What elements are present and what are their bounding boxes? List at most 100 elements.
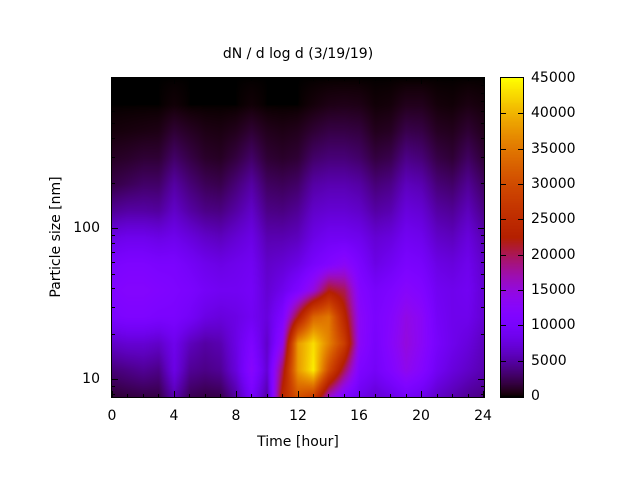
x-tick — [437, 78, 438, 81]
x-tick-label: 8 — [231, 408, 241, 424]
y-tick — [481, 394, 484, 395]
y-tick — [112, 394, 115, 395]
x-tick — [406, 78, 407, 81]
x-tick — [236, 391, 237, 397]
y-tick — [478, 228, 484, 229]
y-tick — [481, 252, 484, 253]
colorbar-tick — [501, 290, 506, 291]
y-tick — [112, 111, 115, 112]
y-tick — [112, 101, 115, 102]
x-tick — [220, 394, 221, 397]
x-tick — [251, 78, 252, 81]
x-tick — [344, 394, 345, 397]
x-tick — [406, 394, 407, 397]
x-tick — [452, 394, 453, 397]
y-tick — [481, 85, 484, 86]
x-tick — [468, 394, 469, 397]
colorbar-tick — [518, 184, 523, 185]
y-tick — [478, 379, 484, 380]
colorbar-tick-label: 30000 — [531, 176, 576, 192]
y-tick — [481, 157, 484, 158]
y-tick — [112, 334, 115, 335]
x-tick — [375, 394, 376, 397]
x-tick — [205, 394, 206, 397]
x-tick — [313, 78, 314, 81]
x-tick — [421, 391, 422, 397]
colorbar-tick — [501, 184, 506, 185]
x-tick — [205, 78, 206, 81]
y-tick — [112, 288, 115, 289]
x-tick — [421, 78, 422, 84]
y-tick — [112, 243, 115, 244]
x-tick — [282, 394, 283, 397]
y-tick — [112, 235, 115, 236]
x-tick — [282, 78, 283, 81]
y-tick — [481, 138, 484, 139]
y-tick — [481, 183, 484, 184]
x-tick — [452, 78, 453, 81]
colorbar-tick-label: 35000 — [531, 141, 576, 157]
x-tick — [468, 78, 469, 81]
y-tick — [481, 243, 484, 244]
y-tick — [112, 307, 115, 308]
y-tick — [112, 262, 115, 263]
colorbar-tick — [518, 219, 523, 220]
x-tick — [143, 394, 144, 397]
colorbar-tick — [518, 255, 523, 256]
x-tick — [189, 78, 190, 81]
y-tick — [112, 183, 115, 184]
x-tick — [267, 78, 268, 81]
x-tick — [483, 78, 484, 84]
colorbar-tick-label: 20000 — [531, 247, 576, 263]
x-tick-label: 4 — [169, 408, 179, 424]
x-tick — [437, 394, 438, 397]
x-tick — [359, 391, 360, 397]
colorbar-tick-label: 25000 — [531, 211, 576, 227]
colorbar-tick — [501, 149, 506, 150]
x-tick-label: 12 — [289, 408, 307, 424]
x-tick — [344, 78, 345, 81]
colorbar-tick-label: 0 — [531, 388, 540, 404]
y-tick — [112, 138, 115, 139]
colorbar-tick — [501, 255, 506, 256]
colorbar-tick — [501, 113, 506, 114]
x-axis-title: Time [hour] — [257, 434, 339, 450]
x-tick — [390, 394, 391, 397]
x-tick — [390, 78, 391, 81]
x-tick — [313, 394, 314, 397]
x-tick — [267, 394, 268, 397]
y-tick — [481, 386, 484, 387]
x-tick — [251, 394, 252, 397]
y-tick — [112, 252, 115, 253]
y-tick-label: 100 — [73, 220, 100, 236]
colorbar-tick-label: 40000 — [531, 105, 576, 121]
x-tick — [298, 78, 299, 84]
y-tick — [481, 123, 484, 124]
y-tick — [112, 93, 115, 94]
colorbar-tick — [518, 325, 523, 326]
colorbar-tick — [518, 361, 523, 362]
y-tick — [481, 274, 484, 275]
x-tick — [236, 78, 237, 84]
y-tick — [481, 101, 484, 102]
x-tick — [112, 78, 113, 84]
y-tick — [481, 235, 484, 236]
x-tick-label: 20 — [412, 408, 430, 424]
y-tick — [481, 93, 484, 94]
x-tick — [158, 78, 159, 81]
y-tick — [112, 85, 115, 86]
colorbar-tick — [501, 325, 506, 326]
x-tick — [328, 394, 329, 397]
x-tick — [174, 391, 175, 397]
colorbar-tick — [518, 113, 523, 114]
colorbar-tick-label: 10000 — [531, 317, 576, 333]
y-tick — [481, 111, 484, 112]
x-tick — [127, 78, 128, 81]
y-tick — [481, 307, 484, 308]
heatmap-canvas — [112, 78, 484, 397]
colorbar-tick-label: 45000 — [531, 70, 576, 86]
x-tick — [174, 78, 175, 84]
chart-title: dN / d log d (3/19/19) — [222, 46, 374, 62]
y-tick — [112, 379, 118, 380]
colorbar-tick — [501, 219, 506, 220]
